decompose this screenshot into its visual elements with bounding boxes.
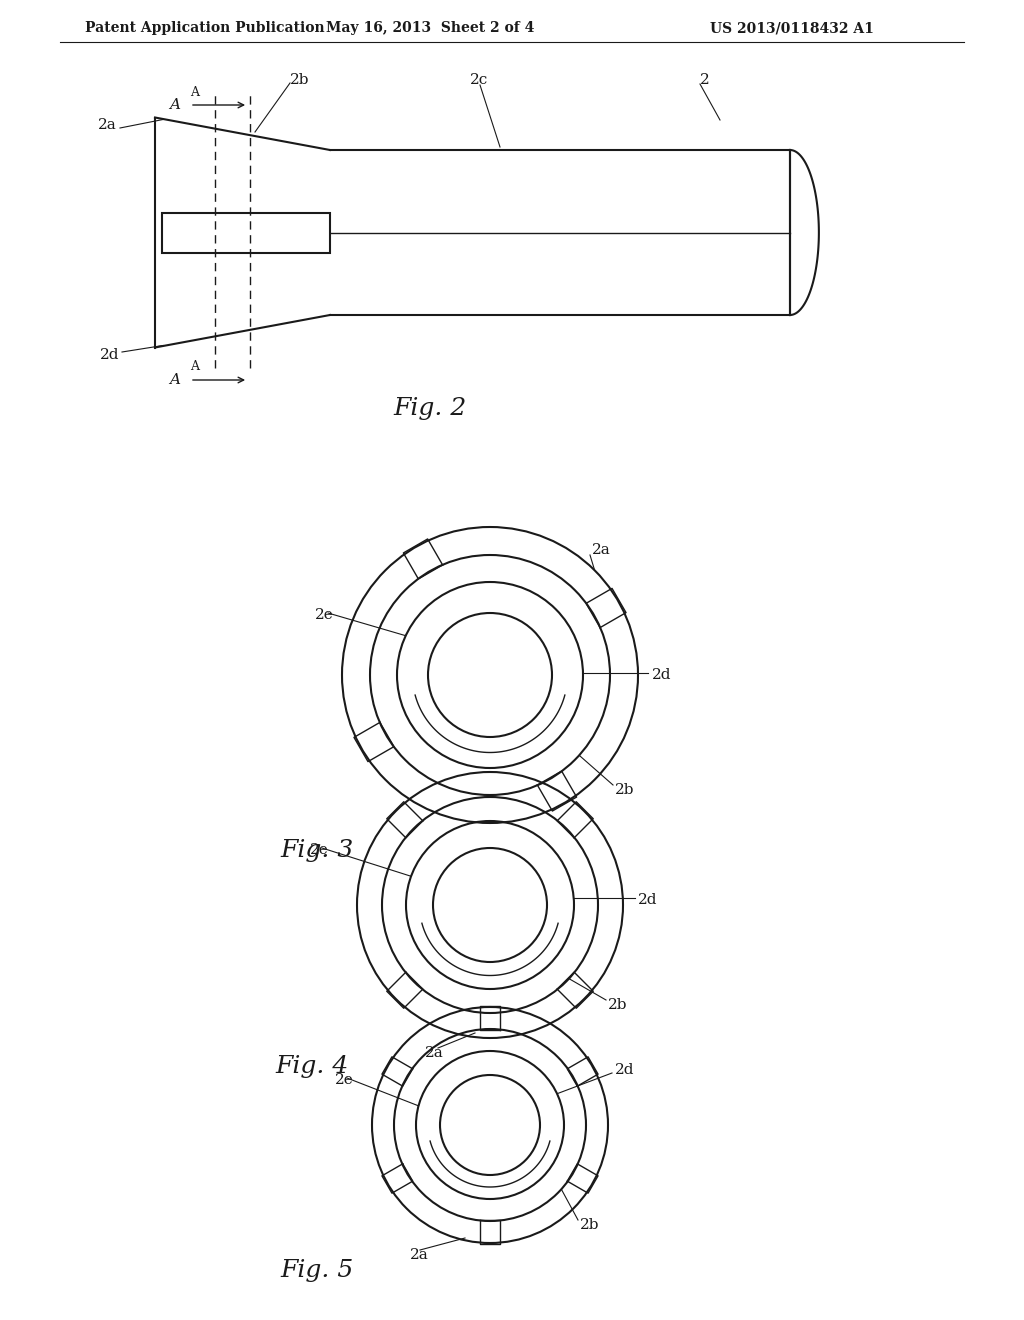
Text: 2b: 2b — [608, 998, 628, 1012]
Text: Fig. 3: Fig. 3 — [280, 838, 353, 862]
Text: 2d: 2d — [615, 1063, 635, 1077]
Text: 2c: 2c — [470, 73, 488, 87]
Text: 2d: 2d — [638, 894, 657, 907]
Text: US 2013/0118432 A1: US 2013/0118432 A1 — [710, 21, 873, 36]
Text: 2a: 2a — [98, 117, 117, 132]
Text: 2: 2 — [700, 73, 710, 87]
Text: 2a: 2a — [410, 1247, 429, 1262]
Text: 2d: 2d — [100, 348, 120, 362]
Text: A: A — [190, 86, 199, 99]
Text: 2b: 2b — [290, 73, 309, 87]
Text: 2a: 2a — [592, 543, 610, 557]
Text: A: A — [170, 98, 180, 112]
Text: 2e: 2e — [315, 609, 334, 622]
Text: 2a: 2a — [425, 1045, 443, 1060]
Text: 2e: 2e — [310, 843, 329, 857]
Text: 2d: 2d — [652, 668, 672, 682]
Text: May 16, 2013  Sheet 2 of 4: May 16, 2013 Sheet 2 of 4 — [326, 21, 535, 36]
Text: Fig. 4: Fig. 4 — [275, 1056, 348, 1078]
FancyBboxPatch shape — [162, 213, 330, 252]
Text: Fig. 5: Fig. 5 — [280, 1258, 353, 1282]
Text: Patent Application Publication: Patent Application Publication — [85, 21, 325, 36]
Text: A: A — [170, 374, 180, 387]
Text: 2e: 2e — [335, 1073, 353, 1086]
Text: 2b: 2b — [615, 783, 635, 797]
Text: Fig. 2: Fig. 2 — [393, 396, 467, 420]
Text: A: A — [190, 360, 199, 374]
Text: 2b: 2b — [580, 1218, 599, 1232]
